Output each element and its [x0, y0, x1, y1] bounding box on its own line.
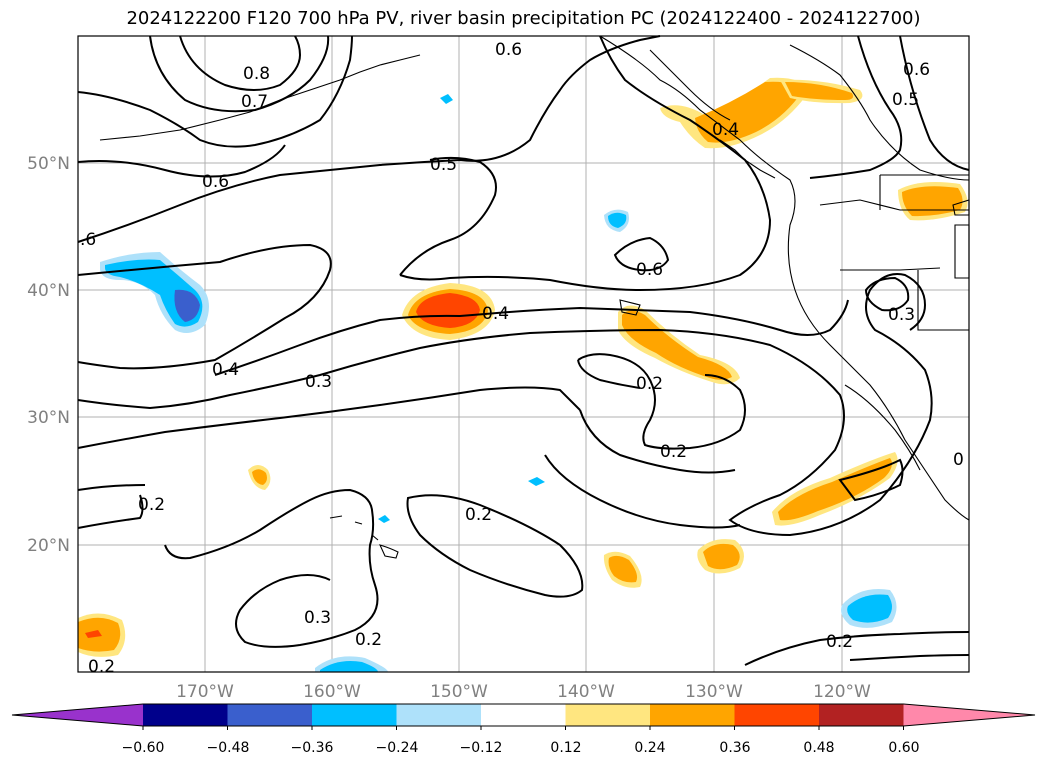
lat-tick-label: 50°N: [27, 154, 70, 174]
colorbar-segment: [312, 704, 397, 726]
precip-positive-core: [416, 293, 480, 328]
lon-tick-label: 150°W: [430, 682, 488, 702]
map-frame: [77, 35, 970, 673]
lon-ticks: 170°W 160°W 150°W 140°W 130°W 120°W: [176, 682, 871, 702]
colorbar-tick-label: 0.60: [888, 740, 919, 756]
map-background: [78, 36, 969, 672]
pv-contours: [77, 35, 970, 666]
precip-negative-blob: [378, 515, 390, 523]
precip-positive-blob: [785, 82, 854, 100]
colorbar-tick-label: −0.36: [291, 740, 334, 756]
lat-ticks: 50°N 40°N 30°N 20°N: [27, 154, 70, 556]
lon-tick-label: 170°W: [176, 682, 234, 702]
colorbar-segment: [565, 704, 650, 726]
precip-negative-blob: [440, 94, 453, 104]
precip-negative-blob: [320, 661, 378, 672]
contour-label: 0.5: [430, 155, 457, 175]
colorbar-segment: [481, 704, 566, 726]
precip-negative-blob: [847, 594, 892, 623]
colorbar-extend-max: [903, 704, 1035, 726]
colorbar-tick-label: −0.60: [122, 740, 165, 756]
contour-label: 0.3: [305, 372, 332, 392]
contour-label: 0.6: [495, 40, 522, 60]
precip-positive-blob: [902, 186, 963, 217]
colorbar-extend-min: [12, 704, 143, 726]
lon-tick-label: 160°W: [303, 682, 361, 702]
contour-label: 0.6: [636, 260, 663, 280]
precip-positive-blob: [695, 81, 802, 143]
colorbar-tick-label: 0.36: [719, 740, 750, 756]
precip-positive-blob: [252, 469, 267, 485]
contour-label: 0.2: [138, 495, 165, 515]
colorbar-tick-label: 0.12: [550, 740, 581, 756]
lat-tick-label: 20°N: [27, 536, 70, 556]
precip-negative-blob: [528, 477, 545, 486]
lat-tick-label: 40°N: [27, 281, 70, 301]
contour-label: 0.6: [202, 172, 229, 192]
contour-label: 0.2: [465, 505, 492, 525]
lat-tick-label: 30°N: [27, 408, 70, 428]
colorbar-tick-label: −0.48: [207, 740, 250, 756]
colorbar-tick-label: 0.48: [803, 740, 834, 756]
contour-label: 0.5: [892, 90, 919, 110]
contour-label: 0.2: [660, 442, 687, 462]
contour-label: 0.2: [826, 632, 853, 652]
colorbar-segment: [650, 704, 735, 726]
contour-label: .6: [80, 230, 96, 250]
precip-positive-blob: [703, 543, 740, 570]
precip-shading: [78, 77, 968, 672]
precip-positive-blob: [608, 555, 638, 583]
colorbar-tick-label: −0.12: [460, 740, 503, 756]
colorbar-segment: [819, 704, 904, 726]
contour-label: 0.6: [903, 60, 930, 80]
contour-labels: 0.8 0.7 0.6 0.6 0.5 .6 0.6 0.5 0.4 0.4 0…: [80, 40, 964, 677]
colorbar-segment: [396, 704, 481, 726]
contour-label: 0.2: [88, 657, 115, 677]
contour-label: 0: [953, 450, 964, 470]
contour-label: 0.7: [241, 92, 268, 112]
map-title: 2024122200 F120 700 hPa PV, river basin …: [126, 8, 921, 29]
contour-label: 0.2: [636, 374, 663, 394]
lon-tick-label: 130°W: [685, 682, 743, 702]
colorbar-tick-label: −0.24: [376, 740, 419, 756]
contour-label: 0.4: [212, 360, 239, 380]
contour-label: 0.4: [482, 304, 509, 324]
colorbar-segment: [734, 704, 819, 726]
precip-positive-core: [85, 630, 102, 638]
contour-label: 0.2: [355, 630, 382, 650]
precip-negative-blob: [608, 212, 627, 228]
contour-label: 0.3: [304, 608, 331, 628]
colorbar-segment: [143, 704, 228, 726]
lon-tick-label: 120°W: [813, 682, 871, 702]
coastlines: [99, 35, 970, 559]
contour-label: 0.3: [888, 305, 915, 325]
colorbar-segment: [227, 704, 312, 726]
colorbar-tick-label: 0.24: [634, 740, 665, 756]
lon-tick-label: 140°W: [557, 682, 615, 702]
colorbar: [11, 703, 1036, 730]
precip-positive-blob: [622, 310, 732, 380]
precip-negative-core: [174, 289, 200, 322]
colorbar-ticks: −0.60 −0.48 −0.36 −0.24 −0.12 0.12 0.24 …: [122, 740, 920, 756]
contour-label: 0.8: [243, 64, 270, 84]
contour-label: 0.4: [712, 120, 739, 140]
